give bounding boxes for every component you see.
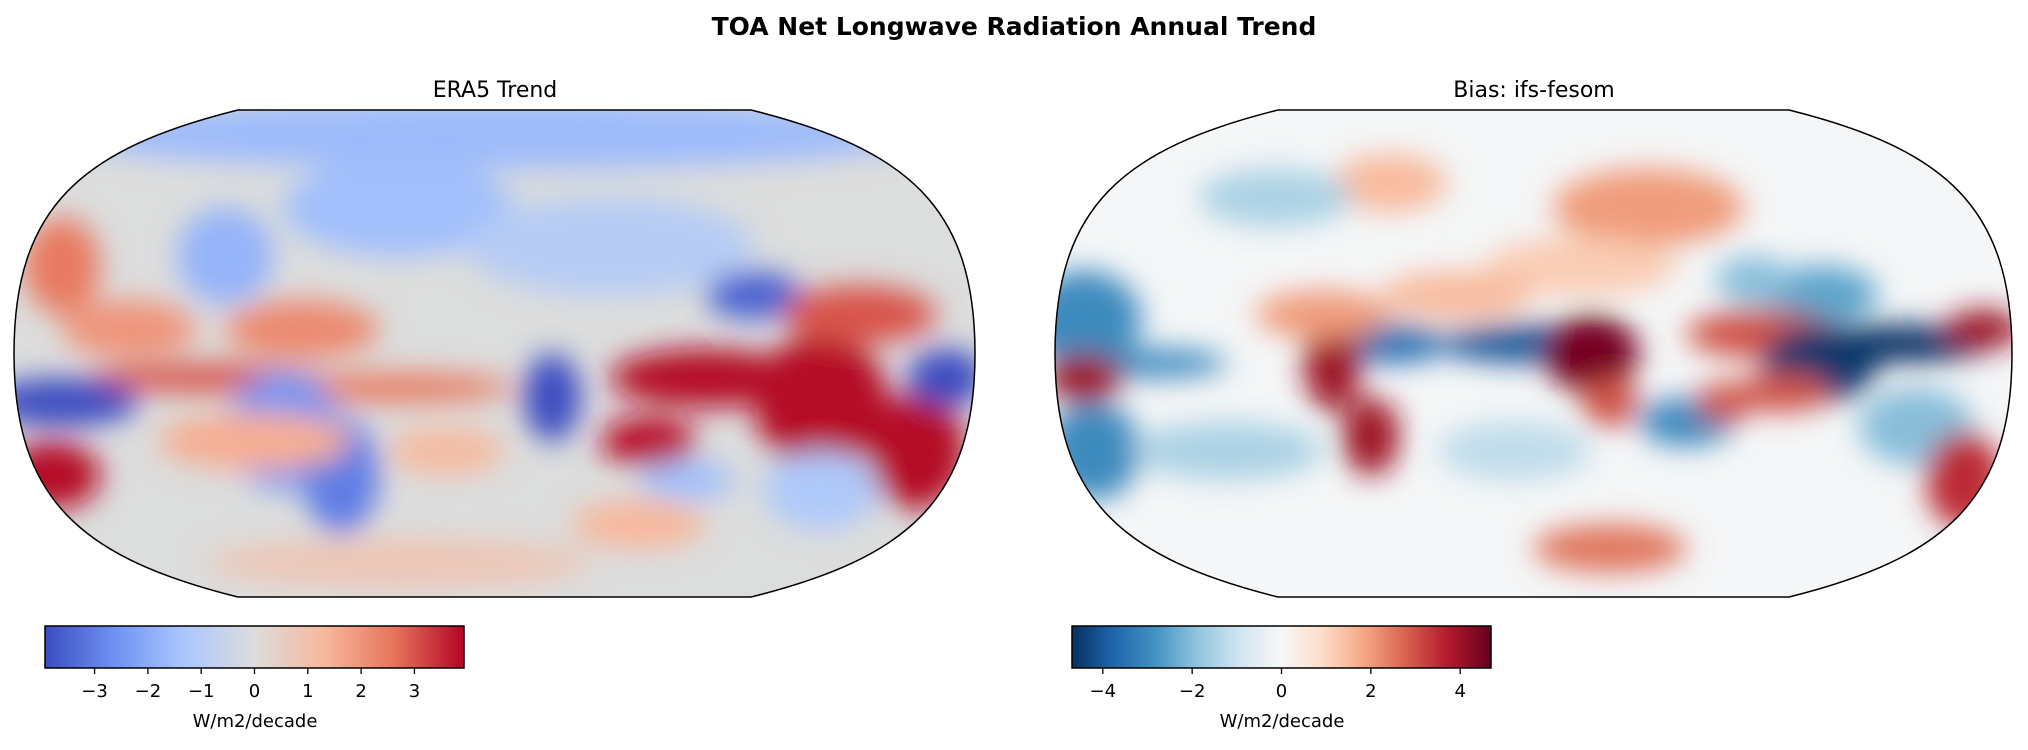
field-anomaly: [1715, 256, 1792, 305]
panel-bias: Bias: ifs-fesom −4 −2 0 2 4 W/m2/decade: [1054, 78, 2013, 732]
field-anomaly: [1342, 397, 1400, 476]
field-anomaly: [571, 499, 706, 549]
colorbar-label-bias: W/m2/decade: [1220, 711, 1345, 732]
field-anomaly: [158, 411, 351, 471]
field-anomaly: [1198, 168, 1352, 227]
field-anomaly: [1303, 314, 1362, 412]
colorbar-tick-label: 3: [409, 681, 420, 702]
field-anomaly: [1380, 270, 1534, 320]
field-anomaly: [1437, 421, 1591, 481]
field-anomaly: [600, 416, 697, 466]
field-anomaly: [1533, 523, 1687, 573]
colorbar-label-era5: W/m2/decade: [193, 711, 318, 732]
map-era5-trend: [14, 110, 975, 597]
field-anomaly: [465, 197, 754, 296]
colorbar-tick-label: 4: [1454, 681, 1465, 702]
field-anomaly: [782, 285, 937, 344]
field-anomaly: [177, 207, 274, 305]
field-anomaly: [1131, 421, 1323, 481]
field-anomaly: [283, 372, 514, 403]
field-anomaly: [869, 392, 966, 510]
field-anomaly: [705, 270, 803, 320]
field-anomaly: [1734, 372, 1831, 412]
colorbar-tick-label: 0: [249, 681, 260, 702]
field-anomaly: [638, 460, 735, 500]
field-anomaly: [62, 299, 197, 359]
field-anomaly: [14, 377, 139, 427]
colorbar-gradient: [44, 625, 465, 669]
field-anomaly: [1255, 290, 1390, 339]
field-anomaly: [1332, 153, 1448, 213]
colorbar-tick-label: 2: [1365, 681, 1376, 702]
field-anomaly: [1945, 309, 2012, 349]
colorbar-tick-label: 0: [1276, 681, 1287, 702]
field-anomaly: [523, 353, 581, 442]
colorbar-tick-label: 2: [355, 681, 366, 702]
colorbar-tick-label: −3: [81, 681, 108, 702]
map-border: [1054, 109, 2013, 598]
field-anomaly: [1485, 236, 1678, 296]
colorbar-gradient: [1071, 625, 1492, 669]
colorbar-tick-label: −2: [1179, 681, 1206, 702]
field-anomaly: [907, 348, 975, 408]
field-anomaly: [1925, 431, 2003, 529]
colorbar-tick-label: 1: [302, 681, 313, 702]
field-anomaly: [1055, 353, 1122, 403]
field-anomaly: [1801, 324, 1993, 364]
figure-title: TOA Net Longwave Radiation Annual Trend: [712, 12, 1317, 41]
field-anomaly: [609, 348, 803, 408]
panel-title-bias: Bias: ifs-fesom: [1453, 78, 1614, 103]
field-anomaly: [23, 217, 101, 315]
field-anomaly: [1552, 168, 1745, 247]
colorbar-bias: −4 −2 0 2 4: [1071, 625, 1492, 702]
panel-title-era5: ERA5 Trend: [433, 78, 558, 103]
colorbar-tick-label: −2: [135, 681, 162, 702]
field-anomaly: [225, 299, 380, 359]
colorbar-tick-label: −1: [188, 681, 215, 702]
field-anomaly: [206, 538, 591, 588]
map-bias-ifs-fesom: [1055, 110, 2012, 597]
map-border: [13, 109, 976, 598]
field-anomaly: [62, 110, 927, 169]
colorbar-tick-label: −4: [1090, 681, 1117, 702]
panel-era5: ERA5 Trend −3 −2 −1 0 1 2 3 W/m2/decade: [13, 78, 976, 732]
field-anomaly: [1055, 270, 1142, 369]
field-anomaly: [1543, 314, 1639, 393]
field-anomaly: [753, 334, 889, 471]
field-anomaly: [763, 450, 879, 529]
field-anomaly: [388, 426, 505, 476]
field-anomaly: [1581, 377, 1639, 427]
field-anomaly: [283, 158, 514, 257]
colorbar-era5: −3 −2 −1 0 1 2 3: [44, 625, 465, 702]
